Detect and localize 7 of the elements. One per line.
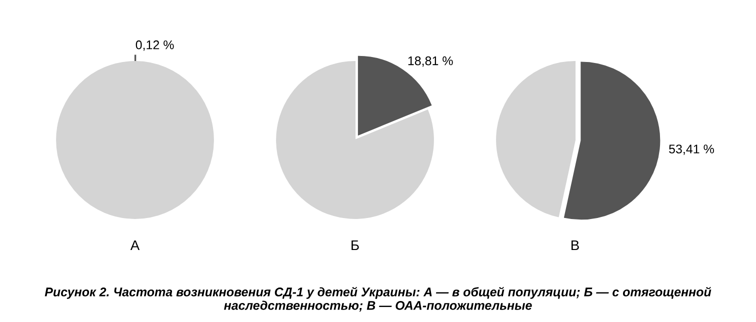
text: В <box>572 240 579 250</box>
data-label: 0,12 % <box>136 40 174 51</box>
data-label: 18,81 % <box>408 56 453 67</box>
text: Б <box>352 240 359 250</box>
data-label: 53,41 % <box>669 144 714 155</box>
text: А <box>130 240 140 250</box>
text: Рисунок 2. Частота возникновения СД-1 у детей Украины: А — в общей популяции; Б — с отягощенной наследственностью; В — ОАА-положительные <box>44 286 712 312</box>
